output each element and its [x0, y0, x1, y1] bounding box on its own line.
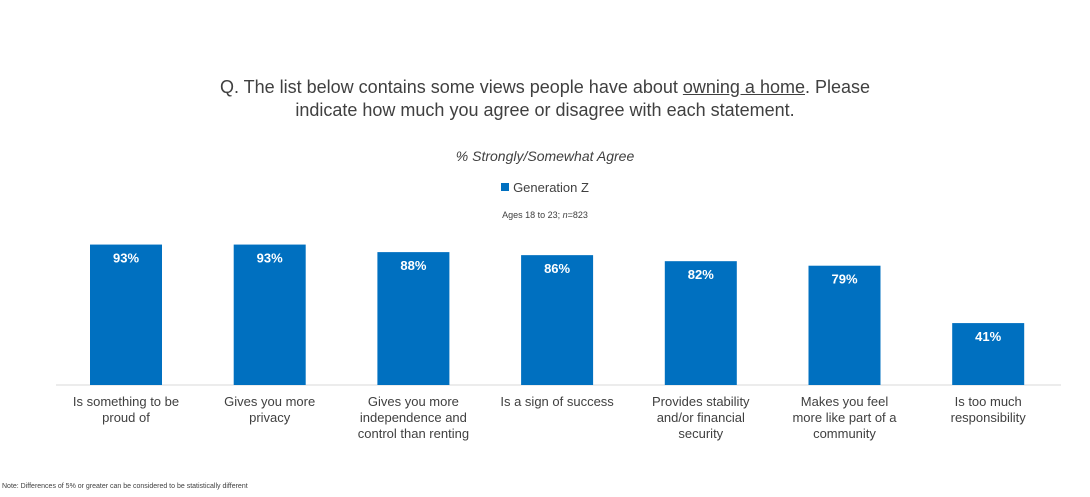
category-label-line: Is a sign of success: [500, 394, 614, 409]
category-label-line: responsibility: [951, 410, 1027, 425]
category-label-line: Makes you feel: [801, 394, 889, 409]
category-label-line: Is something to be: [73, 394, 179, 409]
category-label-line: and/or financial: [657, 410, 745, 425]
category-label-line: Gives you more: [224, 394, 315, 409]
data-label: 41%: [975, 329, 1001, 344]
bar: [233, 244, 306, 385]
category-label-line: privacy: [249, 410, 291, 425]
category-label-line: Is too much: [955, 394, 1022, 409]
sample-n-value: =823: [567, 210, 588, 220]
chart-subtitle: % Strongly/Somewhat Agree: [455, 148, 635, 164]
data-label: 93%: [113, 251, 139, 266]
category-label-line: independence and: [360, 410, 467, 425]
footnote: Note: Differences of 5% or greater can b…: [2, 483, 248, 490]
category-label: Makes you feel more like part of a communi…: [792, 394, 897, 441]
sample-prefix: Ages 18 to 23;: [502, 210, 563, 220]
question-prefix: Q. The list below contains some views pe…: [219, 77, 683, 97]
category-label-line: security: [678, 426, 723, 441]
category-label: Is something to be proud of: [73, 394, 179, 425]
bar: [521, 255, 594, 385]
category-label-line: community: [813, 426, 876, 441]
question-text: Q. The list below contains some views pe…: [0, 76, 1090, 122]
category-label: Is too much responsibility: [951, 394, 1027, 425]
legend-swatch: [501, 183, 510, 191]
sample-n-label: n: [562, 210, 568, 220]
category-label-line: control than renting: [358, 426, 469, 441]
sample-description: Ages 18 to 23; n=823: [0, 210, 1090, 220]
category-label-line: more like part of a: [792, 410, 897, 425]
question-suffix: . Please: [804, 77, 871, 97]
data-label: 82%: [688, 267, 714, 282]
data-label: 79%: [831, 272, 857, 287]
legend: Generation Z: [0, 180, 1090, 195]
category-label: Gives you more independence and control th…: [358, 394, 469, 441]
bar: [952, 323, 1025, 385]
category-label: Is a sign of success: [500, 394, 614, 409]
data-label: 88%: [400, 258, 426, 273]
bar: [377, 252, 450, 385]
category-label: Gives you more privacy: [224, 394, 315, 425]
category-label-line: Gives you more: [368, 394, 459, 409]
bar: [664, 261, 737, 385]
category-label-line: Provides stability: [652, 394, 750, 409]
question-underlined: owning a home: [682, 77, 805, 97]
data-label: 86%: [544, 261, 570, 276]
question-line-1: Q. The list below contains some views pe…: [0, 76, 1090, 99]
category-label-line: proud of: [102, 410, 150, 425]
question-line-2: indicate how much you agree or disagree …: [295, 100, 795, 120]
data-label: 93%: [257, 251, 283, 266]
bar: [90, 244, 162, 385]
bar: [808, 265, 881, 385]
category-label: Provides stability and/or financial securi…: [652, 394, 750, 441]
legend-label: Generation Z: [513, 180, 589, 195]
